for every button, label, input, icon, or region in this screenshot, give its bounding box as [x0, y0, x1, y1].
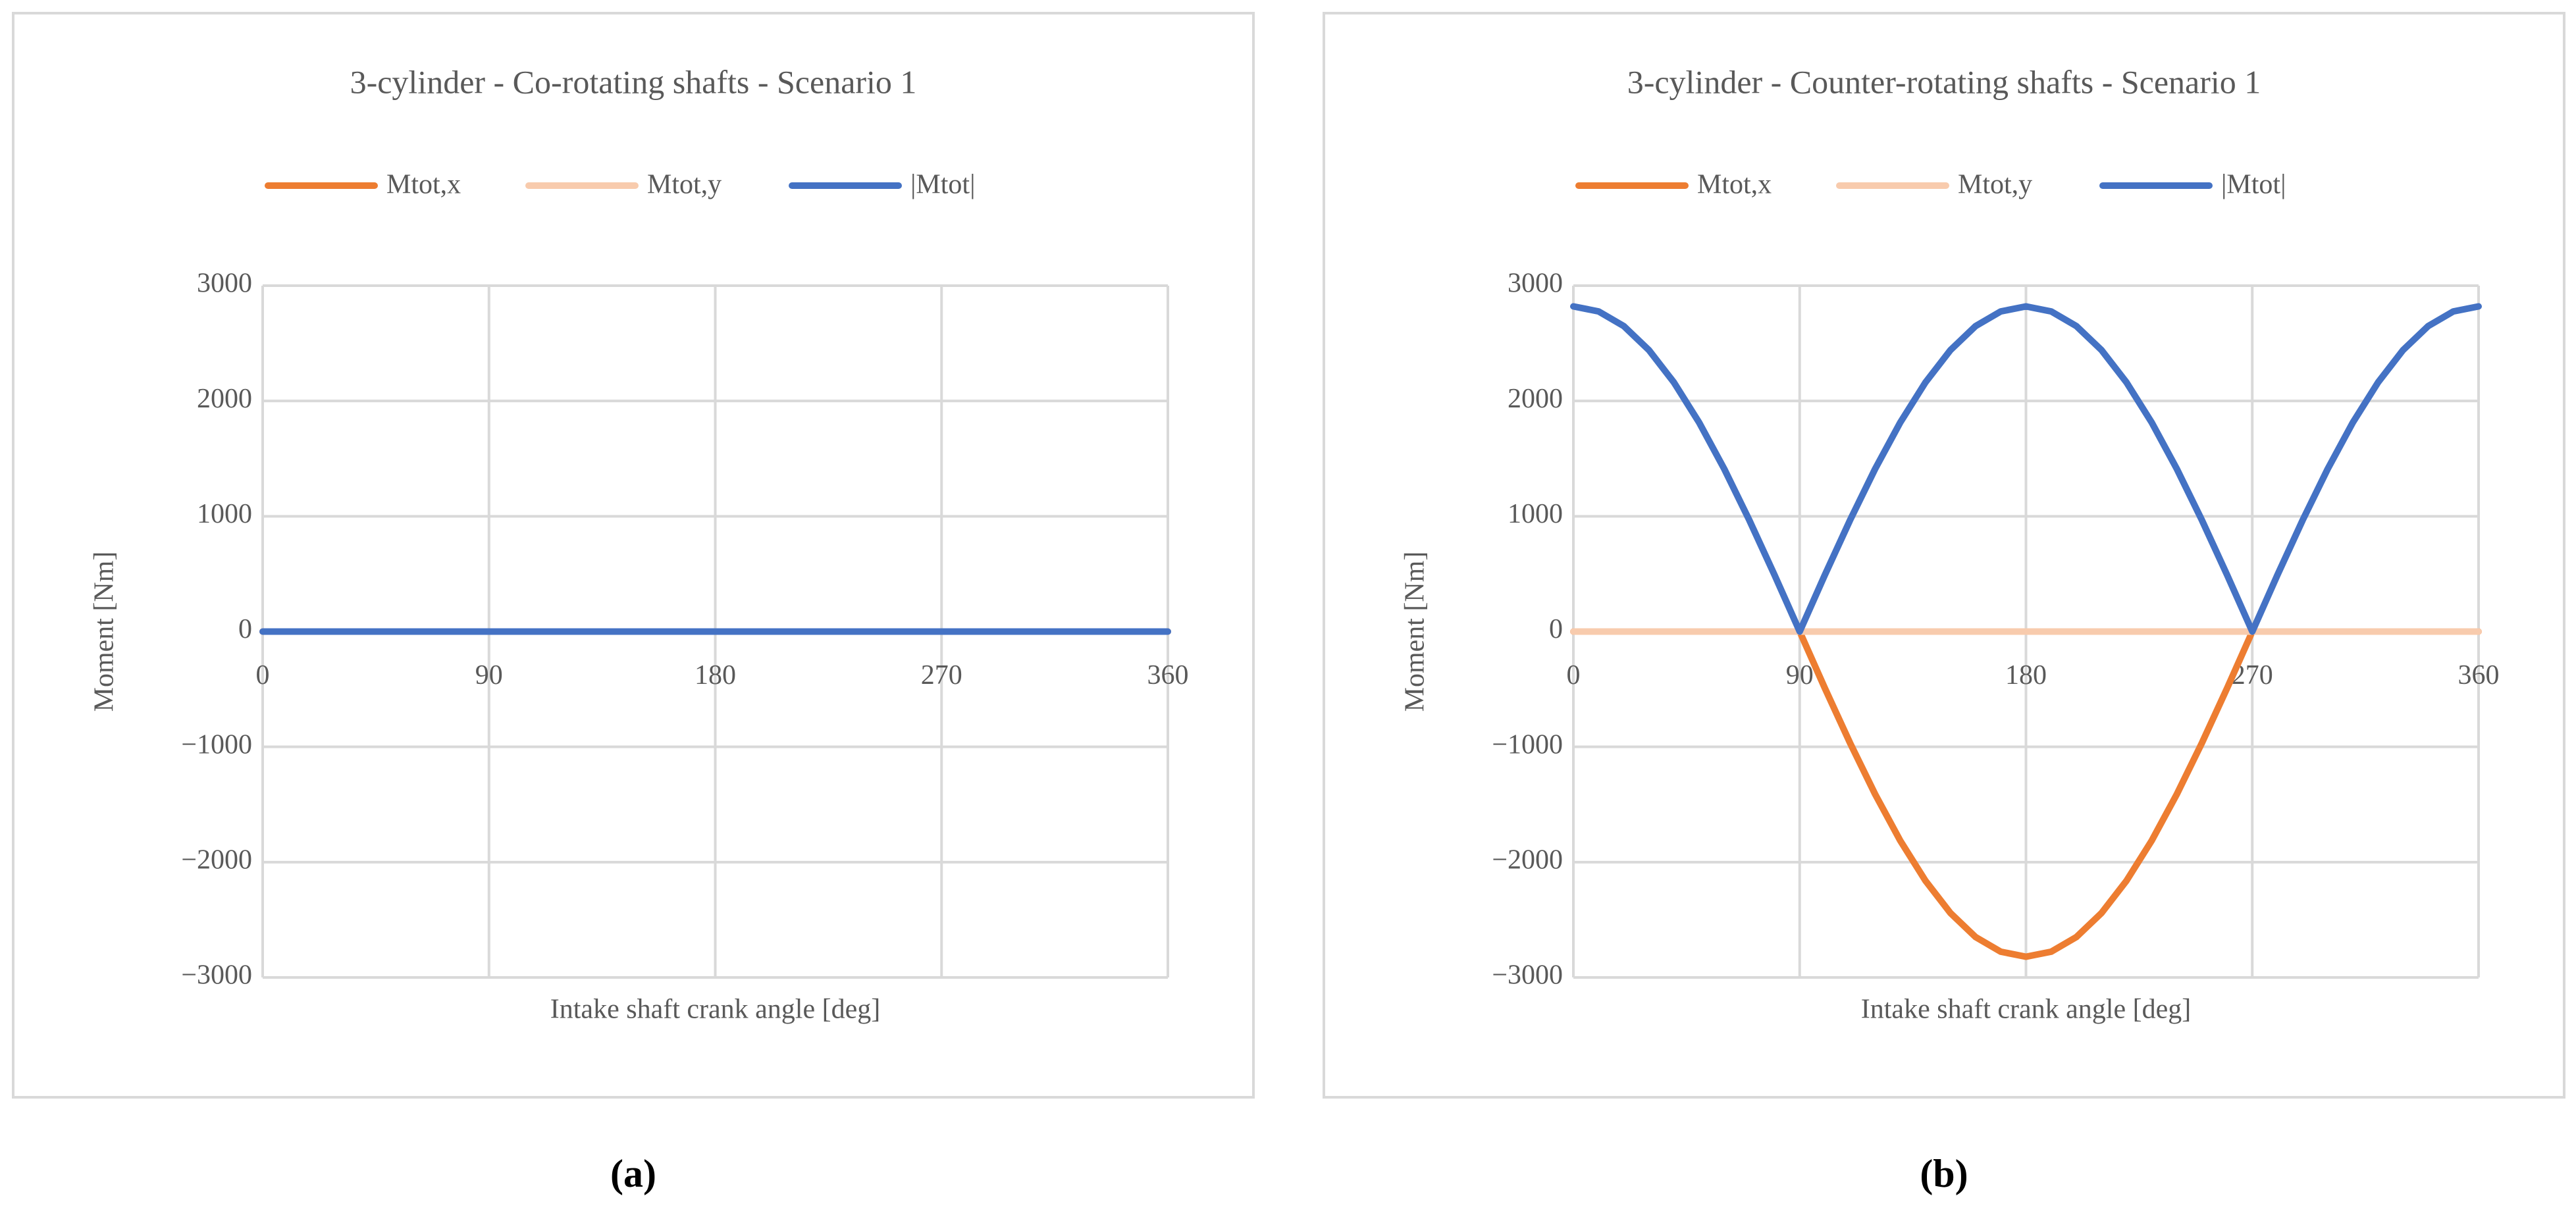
x-tick-label: 360 [2458, 660, 2500, 690]
x-tick-label: 360 [1147, 660, 1189, 690]
y-tick-label: 3000 [197, 269, 252, 299]
panel-caption: (a) [610, 1152, 656, 1195]
x-tick-label: 90 [475, 660, 503, 690]
y-tick-label: 0 [238, 614, 252, 644]
legend-label: Mtot,x [1697, 170, 1772, 200]
y-tick-label: −2000 [181, 844, 252, 875]
x-tick-label: 0 [256, 660, 270, 690]
y-axis-title: Moment [Nm] [1400, 552, 1431, 712]
legend-label: Mtot,x [386, 170, 461, 200]
y-tick-label: 2000 [197, 384, 252, 414]
y-tick-label: −3000 [181, 960, 252, 991]
legend-label: Mtot,y [647, 170, 722, 200]
y-tick-label: −3000 [1492, 960, 1563, 991]
y-tick-label: 3000 [1508, 269, 1563, 299]
x-tick-label: 90 [1786, 660, 1814, 690]
series-line [1570, 303, 2482, 635]
y-tick-label: 2000 [1508, 384, 1563, 414]
x-axis-title: Intake shaft crank angle [deg] [1861, 995, 2191, 1025]
chart-title: 3-cylinder - Co-rotating shafts - Scenar… [350, 63, 917, 100]
legend-label: |Mtot| [910, 170, 976, 200]
x-tick-label: 180 [2005, 660, 2047, 690]
y-axis-title: Moment [Nm] [90, 552, 120, 712]
chart-frame [12, 12, 1255, 1099]
y-tick-label: 1000 [197, 499, 252, 529]
x-tick-label: 180 [695, 660, 736, 690]
x-tick-label: 270 [921, 660, 962, 690]
legend-label: |Mtot| [2221, 170, 2286, 200]
chart-frame [1323, 12, 2565, 1099]
x-tick-label: 0 [1567, 660, 1581, 690]
y-tick-label: −2000 [1492, 844, 1563, 875]
legend-label: Mtot,y [1958, 170, 2032, 200]
y-tick-label: 1000 [1508, 499, 1563, 529]
y-tick-label: −1000 [181, 729, 252, 760]
chart-title: 3-cylinder - Counter-rotating shafts - S… [1627, 63, 2261, 100]
y-tick-label: −1000 [1492, 729, 1563, 760]
x-axis-title: Intake shaft crank angle [deg] [550, 995, 880, 1025]
y-tick-label: 0 [1549, 614, 1563, 644]
panel-caption: (b) [1920, 1152, 1968, 1195]
